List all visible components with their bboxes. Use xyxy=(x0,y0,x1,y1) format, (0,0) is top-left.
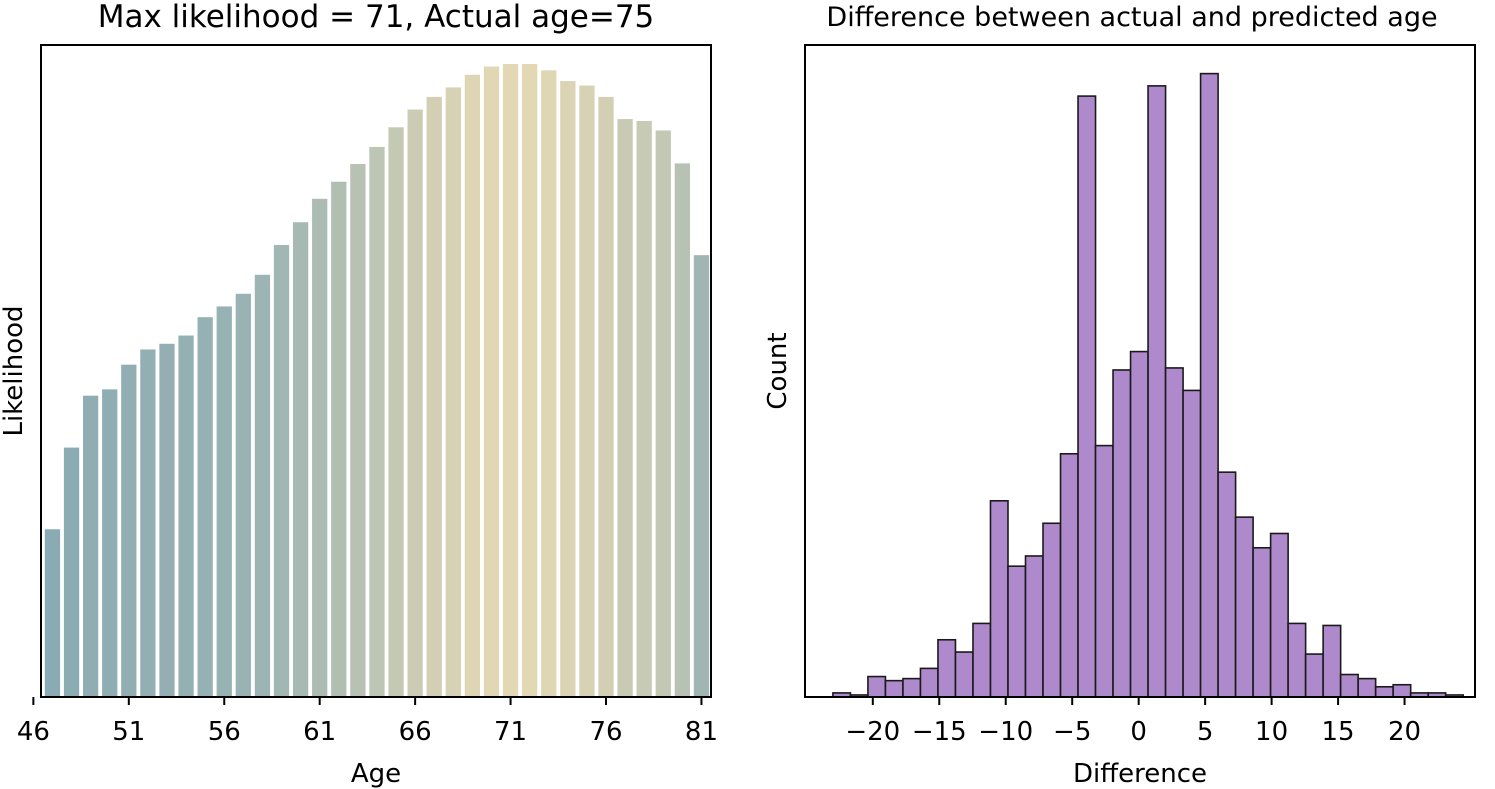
chart1-tick-label: 66 xyxy=(399,717,432,747)
chart1-bar xyxy=(292,222,309,697)
chart1-bar xyxy=(674,163,691,698)
chart1-bar xyxy=(121,364,137,697)
chart1-bar xyxy=(693,255,710,697)
chart1-bar xyxy=(617,119,633,697)
chart2-bar xyxy=(1322,624,1342,698)
chart2-ylabel: Count xyxy=(763,332,793,409)
chart2-bar xyxy=(884,679,904,698)
chart2-bar xyxy=(1059,452,1079,698)
chart1-title: Max likelihood = 71, Actual age=75 xyxy=(98,0,655,35)
chart1-bar xyxy=(445,87,461,698)
chart2-bar xyxy=(1339,673,1359,698)
chart1-tick-label: 46 xyxy=(17,717,50,747)
chart1-bar xyxy=(388,127,404,697)
chart1-bar xyxy=(63,447,80,697)
chart1-bar xyxy=(178,335,194,697)
chart1-bar xyxy=(636,120,652,697)
chart2-tick-label: 20 xyxy=(1388,717,1421,747)
chart1-bar xyxy=(560,81,576,698)
chart2-xticks: −20 −15 −10 −5 0 5 10 15 20 xyxy=(845,697,1421,747)
chart1-bar xyxy=(426,96,442,697)
chart2-bar xyxy=(1217,471,1237,698)
chart1-tick-label: 61 xyxy=(303,717,336,747)
chart1-bar xyxy=(502,63,519,697)
chart1-bar xyxy=(407,109,423,697)
chart1-bar xyxy=(254,274,271,697)
chart1-bar xyxy=(312,198,328,698)
chart2-tick-label: 15 xyxy=(1322,717,1355,747)
chart2-bar xyxy=(1357,677,1377,698)
difference-histogram: Difference between actual and predicted … xyxy=(763,2,1476,789)
chart2-tick-label: −20 xyxy=(845,717,900,747)
chart2-bar xyxy=(1077,95,1097,698)
chart2-bar xyxy=(1147,85,1167,698)
chart2-tick-label: −10 xyxy=(978,717,1033,747)
chart1-tick-label: 56 xyxy=(208,717,241,747)
chart1-bar xyxy=(655,130,671,698)
chart1-bar xyxy=(598,96,614,697)
chart1-tick-label: 71 xyxy=(494,717,527,747)
chart2-bar xyxy=(1287,622,1307,698)
chart1-tick-label: 51 xyxy=(112,717,145,747)
chart2-bar xyxy=(1182,389,1202,698)
chart2-bar xyxy=(867,675,887,698)
chart1-bar xyxy=(541,70,557,698)
chart2-xlabel: Difference xyxy=(1073,759,1207,789)
chart1-bar xyxy=(331,181,347,697)
chart2-bar xyxy=(954,651,974,698)
chart1-bar xyxy=(464,74,481,697)
chart2-bars xyxy=(832,72,1464,698)
chart2-frame xyxy=(804,44,1476,698)
chart2-bar xyxy=(937,638,957,698)
chart2-bar xyxy=(1234,516,1254,698)
chart1-bar xyxy=(102,389,118,697)
likelihood-chart: Max likelihood = 71, Actual age=75 46 51 5… xyxy=(0,0,718,789)
chart1-tick-label: 81 xyxy=(685,717,718,747)
chart2-bar xyxy=(1094,444,1114,698)
chart1-xticks: 46 51 56 61 66 71 76 81 xyxy=(17,697,718,747)
chart2-bar xyxy=(1304,653,1324,698)
chart2-tick-label: 0 xyxy=(1130,717,1147,747)
chart2-bar xyxy=(902,677,922,698)
chart2-tick-label: 5 xyxy=(1197,717,1214,747)
chart1-bar xyxy=(140,349,156,697)
chart2-bar xyxy=(1024,555,1044,698)
chart1-tick-label: 76 xyxy=(589,717,622,747)
chart2-bar xyxy=(1112,369,1132,698)
chart2-title: Difference between actual and predicted … xyxy=(826,2,1437,33)
chart1-bar xyxy=(216,306,232,697)
chart2-bar xyxy=(1252,546,1272,698)
chart1-frame xyxy=(40,44,712,698)
chart2-bar xyxy=(1392,683,1412,698)
chart1-bar xyxy=(579,85,595,697)
chart2-bar xyxy=(1199,72,1219,698)
chart1-bar xyxy=(369,146,385,698)
chart2-tick-label: 10 xyxy=(1255,717,1288,747)
chart1-bar xyxy=(273,245,290,697)
chart1-bar xyxy=(235,293,251,697)
chart1-bars xyxy=(44,63,710,698)
chart2-bar xyxy=(1374,685,1394,698)
chart1-bar xyxy=(350,164,366,697)
chart1-bar xyxy=(44,529,61,697)
chart2-tick-label: −15 xyxy=(912,717,967,747)
chart1-bar xyxy=(522,63,538,697)
chart2-tick-label: −5 xyxy=(1053,717,1091,747)
chart1-bar xyxy=(197,317,213,697)
chart2-bar xyxy=(1129,350,1149,698)
chart1-bar xyxy=(82,395,99,697)
chart2-bar xyxy=(972,622,992,698)
chart2-bar xyxy=(1269,532,1289,698)
chart1-bar xyxy=(159,343,175,697)
chart1-xlabel: Age xyxy=(351,759,401,789)
chart2-bar xyxy=(1164,367,1184,698)
chart2-bar xyxy=(989,499,1009,698)
chart2-bar xyxy=(919,667,939,698)
chart2-bar xyxy=(1042,522,1062,698)
chart1-ylabel: Likelihood xyxy=(0,305,29,436)
chart2-bar xyxy=(1007,565,1027,698)
chart1-bar xyxy=(483,66,500,697)
